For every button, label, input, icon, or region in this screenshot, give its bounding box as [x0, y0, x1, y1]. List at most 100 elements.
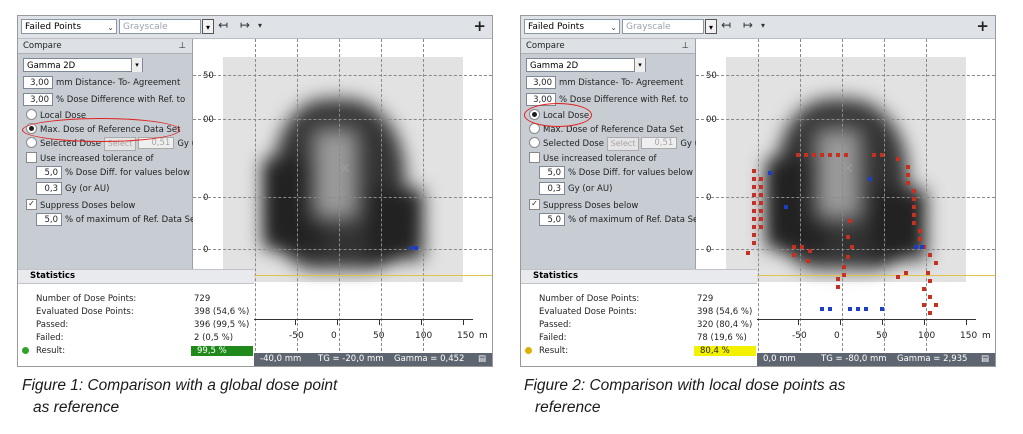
stat-label: Evaluated Dose Points:: [539, 307, 637, 317]
stat-row: Evaluated Dose Points: 398 (54,6 %): [18, 306, 254, 318]
type-dropdown-value: Failed Points: [528, 22, 585, 32]
selected-dose-radio[interactable]: [529, 137, 540, 148]
local-dose-option[interactable]: Local Dose: [26, 109, 86, 123]
y-tick-label: 00: [706, 115, 717, 125]
tol-gy-input[interactable]: 0,3: [36, 182, 62, 195]
x-tick-label: 100: [918, 331, 936, 341]
method-value: Gamma 2D: [27, 61, 76, 71]
selected-dose-input[interactable]: 0,51: [641, 137, 678, 149]
failed-point-marker: [796, 153, 800, 157]
grid-line: [696, 249, 995, 250]
tol-pct-input[interactable]: 5,0: [539, 166, 565, 179]
tol-pct-label: % Dose Diff. for values below: [65, 168, 190, 178]
failed-point-marker: [928, 279, 932, 283]
suppress-input[interactable]: 5,0: [539, 213, 565, 226]
x-tick-label: 100: [415, 331, 433, 341]
failed-point-marker-low: [820, 307, 824, 311]
failed-point-marker: [804, 153, 808, 157]
failed-point-marker: [759, 217, 763, 221]
tool-back-icon[interactable]: ↤: [721, 18, 732, 32]
failed-point-marker-low: [864, 307, 868, 311]
suppress-input[interactable]: 5,0: [36, 213, 62, 226]
tol-gy-input[interactable]: 0,3: [539, 182, 565, 195]
failed-point-marker: [842, 265, 846, 269]
status-position: -40,0 mm: [260, 354, 302, 364]
failed-point-marker: [928, 253, 932, 257]
chevron-down-icon: ▾: [131, 58, 142, 72]
dose-distribution-highlight: [816, 129, 861, 219]
caption-line: reference: [535, 399, 601, 416]
failed-point-marker: [759, 209, 763, 213]
local-dose-radio[interactable]: [26, 109, 37, 120]
increased-tolerance-checkbox[interactable]: [529, 152, 540, 163]
x-tick: [421, 319, 422, 325]
tol-gy-label: Gy (or AU): [568, 184, 613, 194]
add-icon[interactable]: +: [976, 17, 989, 35]
color-dropdown-button[interactable]: ▾: [202, 19, 214, 34]
chevron-down-icon[interactable]: ▾: [258, 21, 263, 30]
increased-tolerance-checkbox[interactable]: [26, 152, 37, 163]
failed-point-marker: [896, 157, 900, 161]
x-tick: [882, 319, 883, 325]
grid-line: [339, 39, 340, 366]
color-dropdown[interactable]: Grayscale: [622, 19, 704, 34]
tol-gy-label: Gy (or AU): [65, 184, 110, 194]
failed-point-marker: [844, 153, 848, 157]
select-button[interactable]: Select: [606, 137, 640, 151]
color-dropdown[interactable]: Grayscale: [119, 19, 201, 34]
dd-row: 3,00% Dose Difference with Ref. to: [23, 93, 185, 107]
tool-forward-icon[interactable]: ↦: [743, 18, 754, 32]
type-dropdown[interactable]: Failed Points ⌄: [21, 19, 117, 34]
type-dropdown[interactable]: Failed Points ⌄: [524, 19, 620, 34]
result-bar: [191, 346, 253, 356]
failed-point-marker: [934, 303, 938, 307]
status-menu-icon[interactable]: ▤: [478, 354, 487, 364]
suppress-checkbox[interactable]: ✓: [26, 199, 37, 210]
dta-input[interactable]: 3,00: [526, 76, 556, 89]
method-select[interactable]: Gamma 2D ▾: [23, 58, 143, 72]
suppress-option[interactable]: ✓ Suppress Doses below: [26, 199, 135, 213]
add-icon[interactable]: +: [473, 17, 486, 35]
failed-point-marker: [752, 169, 756, 173]
pin-icon[interactable]: ⊥: [178, 41, 186, 51]
suppress-label: Suppress Doses below: [543, 201, 639, 211]
tool-back-icon[interactable]: ↤: [218, 18, 229, 32]
dta-input[interactable]: 3,00: [23, 76, 53, 89]
suppress-checkbox[interactable]: ✓: [529, 199, 540, 210]
tol-gy-row: 0,3 Gy (or AU): [539, 182, 612, 196]
profile-line[interactable]: [253, 275, 492, 276]
failed-point-marker: [812, 153, 816, 157]
tol-pct-label: % Dose Diff. for values below: [568, 168, 693, 178]
failed-point-marker-low: [409, 246, 413, 250]
increased-tolerance-label: Use increased tolerance of: [40, 154, 154, 164]
x-axis-line: [756, 319, 976, 320]
color-dropdown-button[interactable]: ▾: [705, 19, 717, 34]
increased-tolerance-option[interactable]: Use increased tolerance of: [26, 152, 154, 166]
color-dropdown-value: Grayscale: [626, 22, 671, 32]
status-menu-icon[interactable]: ▤: [981, 354, 990, 364]
increased-tolerance-option[interactable]: Use increased tolerance of: [529, 152, 657, 166]
stat-row: Failed: 78 (19,6 %): [521, 332, 757, 344]
status-position: 0,0 mm: [763, 354, 796, 364]
suppress-row: 5,0% of maximum of Ref. Data Set: [539, 213, 702, 227]
grid-line: [255, 39, 256, 366]
selected-dose-radio[interactable]: [26, 137, 37, 148]
stat-value: 396 (99,5 %): [194, 320, 250, 330]
chevron-down-icon[interactable]: ▾: [761, 21, 766, 30]
failed-point-marker: [928, 295, 932, 299]
method-select[interactable]: Gamma 2D ▾: [526, 58, 646, 72]
failed-point-marker: [880, 153, 884, 157]
failed-point-marker: [792, 253, 796, 257]
tool-forward-icon[interactable]: ↦: [240, 18, 251, 32]
y-tick-label: 0: [203, 245, 209, 255]
stat-value: 729: [697, 294, 714, 304]
tol-pct-input[interactable]: 5,0: [36, 166, 62, 179]
grid-line: [696, 119, 995, 120]
dose-diff-input[interactable]: 3,00: [23, 93, 53, 106]
dta-row: 3,00 mm Distance- To- Agreement: [23, 76, 180, 90]
pin-icon[interactable]: ⊥: [681, 41, 689, 51]
profile-line[interactable]: [756, 275, 995, 276]
failed-point-marker: [918, 237, 922, 241]
suppress-option[interactable]: ✓ Suppress Doses below: [529, 199, 638, 213]
